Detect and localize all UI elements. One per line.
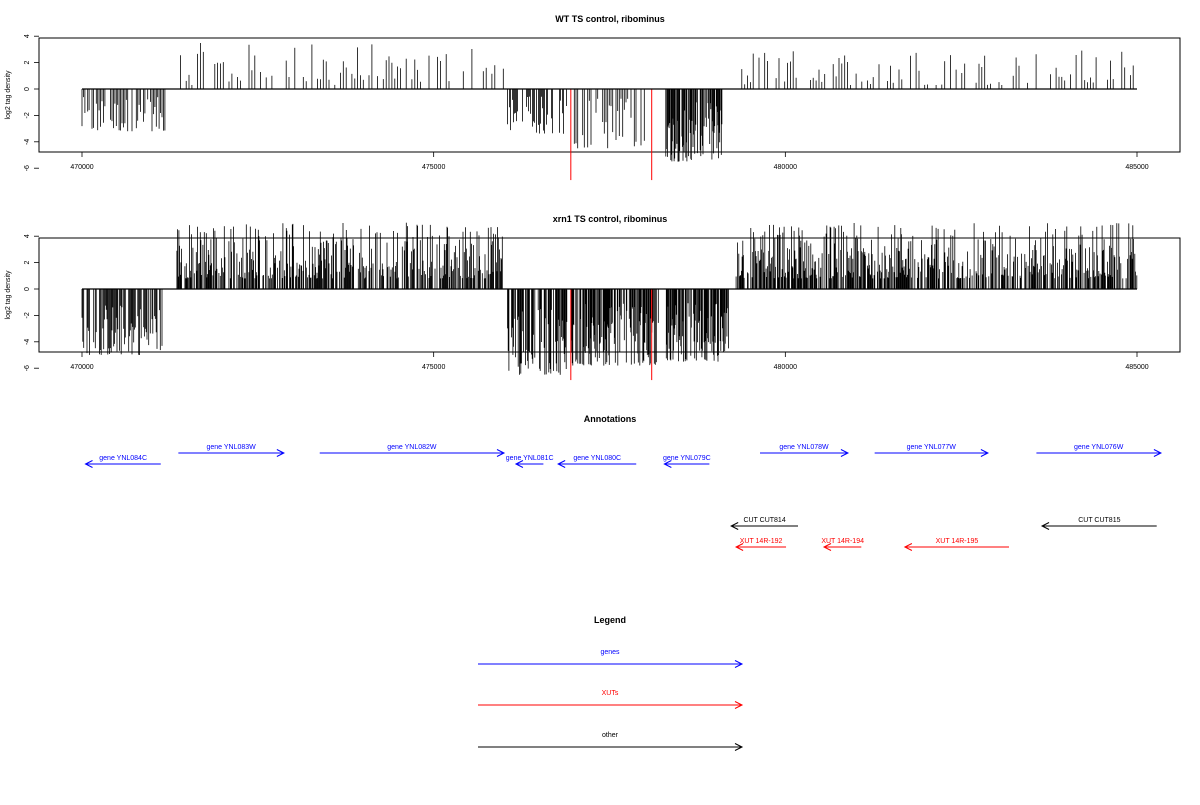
y-tick-label: -6	[24, 165, 31, 171]
annotations-title: Annotations	[584, 414, 637, 424]
bar-layer	[81, 43, 1137, 181]
x-tick-label: 480000	[774, 164, 797, 171]
y-tick-label: 4	[24, 34, 31, 38]
annotation-label: gene YNL082W	[387, 444, 437, 451]
x-tick-label: 485000	[1125, 364, 1148, 371]
x-tick-label: 475000	[422, 364, 445, 371]
panel-wt: WT TS control, ribominus log2 tag densit…	[5, 14, 1181, 181]
y-axis-label: log2 tag density	[5, 270, 12, 320]
y-tick-label: 4	[24, 234, 31, 238]
annotation-label: gene YNL078W	[779, 444, 829, 451]
y-axis-label: log2 tag density	[5, 70, 12, 120]
y-tick-label: -2	[24, 312, 31, 318]
annotation-label: CUT CUT815	[1078, 517, 1120, 524]
y-tick-label: -4	[24, 139, 31, 145]
bar-layer	[81, 222, 1138, 381]
legend-title: Legend	[594, 615, 626, 625]
legend-label: genes	[600, 649, 620, 656]
y-tick-label: -2	[24, 112, 31, 118]
legend-label: XUTs	[602, 690, 619, 697]
gene-arrow-head	[84, 460, 93, 468]
xut-arrow-head	[903, 543, 913, 551]
annotation-arrows: gene YNL084C gene YNL083W gene YNL082W gene…	[84, 444, 1163, 551]
annotation-label: gene YNL083W	[206, 444, 256, 451]
y-axis: -6 -4 -2 0 2 4	[24, 234, 39, 371]
gene-arrow-head	[1153, 449, 1163, 457]
y-tick-label: 0	[24, 287, 31, 291]
gene-arrow-head	[980, 449, 990, 457]
xut-arrow-head	[734, 543, 744, 551]
y-tick-label: -6	[24, 365, 31, 371]
legend-arrow-head	[734, 660, 744, 668]
legend-label: other	[602, 732, 619, 739]
x-tick-label: 480000	[774, 364, 797, 371]
annotation-label: gene YNL084C	[99, 455, 147, 462]
legend-items: genes XUTs other	[478, 649, 744, 751]
chart-title: WT TS control, ribominus	[555, 14, 665, 24]
annotation-label: XUT 14R-194	[821, 538, 864, 545]
gene-arrow-head	[514, 460, 524, 468]
xut-arrow-head	[822, 543, 832, 551]
annotation-label: gene YNL080C	[573, 455, 621, 462]
y-axis: -6 -4 -2 0 2 4	[24, 34, 39, 171]
annotation-label: gene YNL081C	[506, 455, 554, 462]
annotation-label: gene YNL079C	[663, 455, 711, 462]
x-axis: 470000 475000 480000 485000	[70, 152, 1149, 171]
annotation-label: XUT 14R-192	[740, 538, 783, 545]
annotation-label: XUT 14R-195	[936, 538, 979, 545]
gene-arrow-head	[840, 449, 850, 457]
y-tick-label: 2	[24, 261, 31, 265]
annotation-label: gene YNL077W	[907, 444, 957, 451]
plot-frame	[38, 37, 1181, 153]
gene-arrow-head	[276, 449, 285, 457]
x-tick-label: 485000	[1125, 164, 1148, 171]
other-arrow-head	[730, 522, 739, 530]
gene-arrow-head	[496, 449, 506, 457]
y-tick-label: 2	[24, 61, 31, 65]
legend: Legend genes XUTs other	[478, 615, 744, 751]
gene-arrow-head	[663, 460, 672, 468]
annotation-label: gene YNL076W	[1074, 444, 1124, 451]
legend-arrow-head	[734, 743, 744, 751]
x-tick-label: 470000	[70, 364, 93, 371]
chart-title: xrn1 TS control, ribominus	[553, 214, 668, 224]
other-arrow-head	[1040, 522, 1050, 530]
y-tick-label: -4	[24, 339, 31, 345]
x-axis: 470000 475000 480000 485000	[70, 352, 1149, 371]
x-tick-label: 470000	[70, 164, 93, 171]
legend-arrow-head	[734, 701, 744, 709]
panel-xrn1: xrn1 TS control, ribominus log2 tag dens…	[5, 214, 1181, 381]
y-tick-label: 0	[24, 87, 31, 91]
gene-arrow-head	[557, 460, 566, 468]
x-tick-label: 475000	[422, 164, 445, 171]
annotation-label: CUT CUT814	[743, 517, 785, 524]
